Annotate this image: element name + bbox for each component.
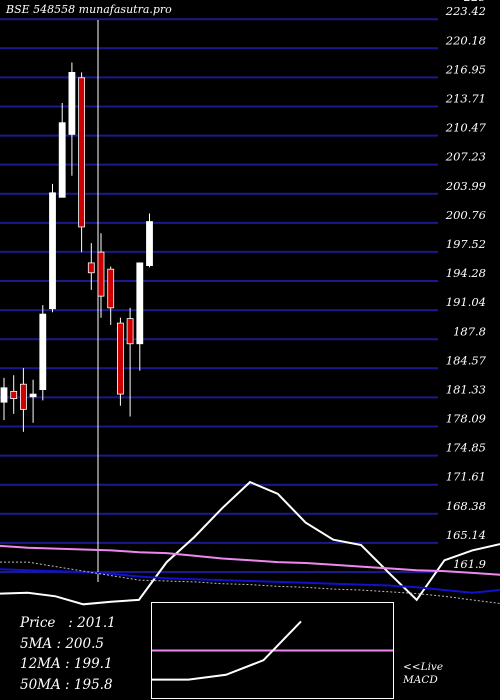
ma50-stat-label: 50MA [20,676,61,693]
candle-body [146,221,153,266]
y-tick-label: 191.04 [446,295,486,309]
stats-panel: Price : 201.1 5MA : 200.5 12MA : 199.1 5… [20,613,116,695]
y-tick-label: 225 [463,0,486,4]
candle-body [136,262,144,345]
candle-body [117,322,124,395]
y-tick-label: 161.9 [453,557,486,571]
ma-line-12ma [0,544,500,576]
ma12-stat-label: 12MA [20,656,61,672]
candle-body [29,393,37,398]
candle-body [68,71,76,135]
macd-link-text: <<Live MACD [403,661,444,686]
ma5-stat-value: 200.5 [65,635,104,652]
y-tick-label: 200.76 [445,208,486,222]
ma-line-50ma [0,568,500,594]
y-tick-label: 210.47 [445,121,487,135]
y-tick-label: 223.42 [445,4,486,18]
y-tick-label: 165.14 [446,528,486,542]
candle-body [78,77,85,228]
y-tick-label: 171.61 [446,470,486,484]
y-tick-label: 197.52 [446,237,486,251]
ma12-stat-value: 199.1 [73,656,113,672]
y-tick-label: 168.38 [446,499,486,513]
candle-body [97,251,105,297]
ma12-stat: 12MA : 199.1 [20,656,113,672]
price-stat-value: 201.1 [77,615,116,631]
ma5-stat: 5MA : 200.5 [20,635,104,652]
candle-body [49,192,56,310]
ma50-stat-value: 195.8 [73,676,113,693]
candle-body [58,122,66,198]
candle-body [39,313,47,390]
chart-title: BSE 548558 munafasutra.pro [6,3,172,16]
macd-panel-frame [151,602,394,699]
macd-line [151,620,302,681]
y-tick-label: 213.71 [445,91,486,105]
candle-body [19,383,27,410]
y-tick-label: 207.23 [445,150,486,164]
ma5-stat-label: 5MA [20,635,53,652]
y-tick-label: 178.09 [446,412,486,426]
price-stat-label: Price [20,615,56,631]
y-tick-label: 184.57 [446,353,487,367]
candle-body [126,318,134,345]
y-tick-label: 187.8 [453,324,486,338]
y-tick-label: 216.95 [445,62,486,76]
y-tick-label: 203.99 [445,179,486,193]
y-tick-label: 220.18 [445,33,486,47]
candle-body [0,387,8,403]
y-tick-label: 181.33 [446,382,486,396]
y-tick-label: 194.28 [446,266,486,280]
candle-body [87,262,95,274]
candle-body [10,390,18,399]
macd-link-label[interactable]: <<Live MACD [403,661,443,687]
ma-line-5ma [0,480,500,606]
y-tick-label: 174.85 [446,441,486,455]
price-stat: Price : 201.1 [20,615,116,631]
ma50-stat: 50MA : 195.8 [20,676,113,693]
ma-line-dotted [0,561,500,604]
candle-body [107,268,115,309]
